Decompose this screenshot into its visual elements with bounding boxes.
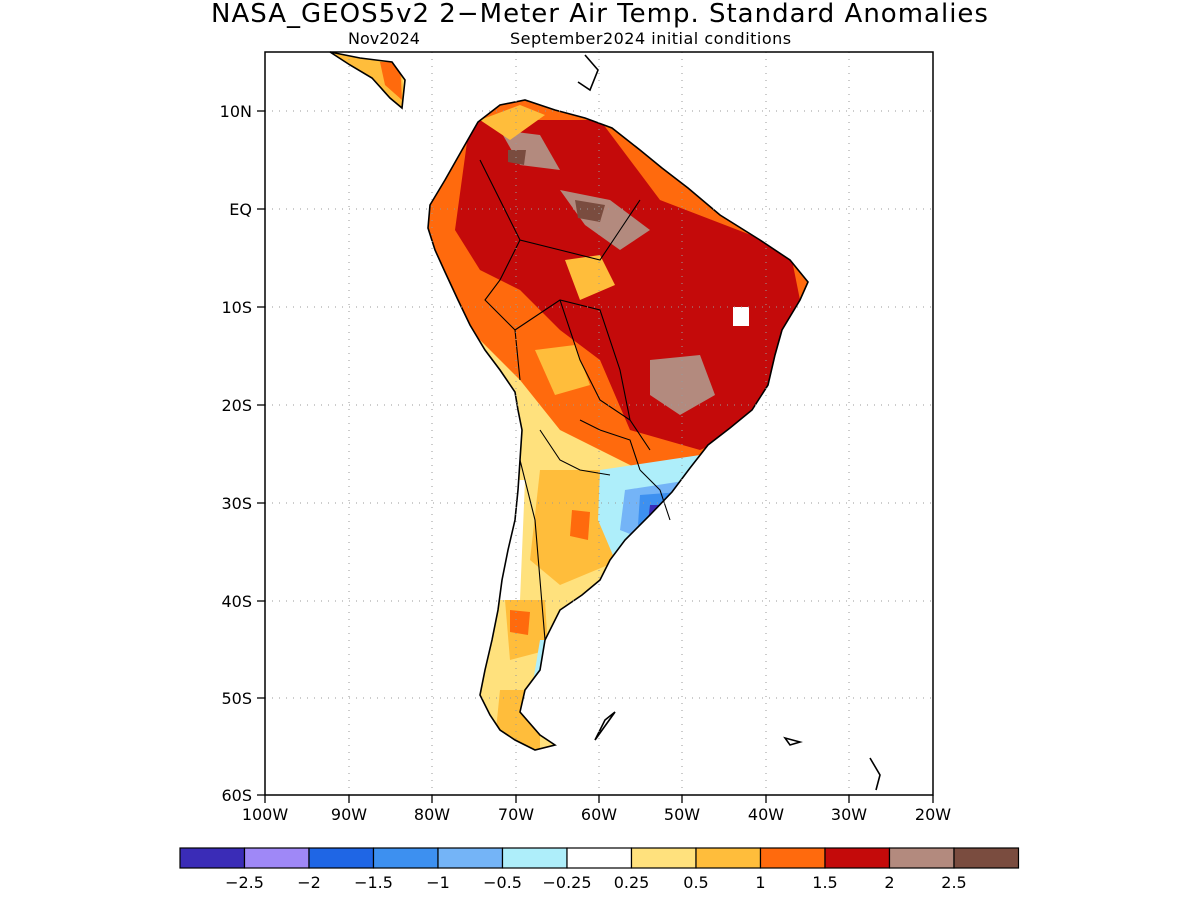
colorbar-label: −1.5 [354, 873, 393, 892]
colorbar-swatch [179, 847, 246, 869]
colorbar-label: −2 [297, 873, 321, 892]
colorbar-swatch [501, 847, 568, 869]
lat-label: 10S [221, 298, 252, 317]
colorbar-label: −1 [426, 873, 450, 892]
colorbar-swatch [759, 847, 826, 869]
lon-label: 40W [748, 805, 784, 824]
colorbar-label: −0.25 [542, 873, 591, 892]
colorbar-swatch [695, 847, 762, 869]
forecast-month: Nov2024 [348, 29, 420, 48]
colorbar-label: 0.5 [683, 873, 708, 892]
coastlines [329, 51, 881, 791]
colorbar-label: 1.5 [812, 873, 837, 892]
colorbar-swatch [630, 847, 697, 869]
lon-label: 90W [331, 805, 367, 824]
lat-label: 50S [221, 689, 252, 708]
axis-ticks [257, 110, 934, 803]
lat-label: 30S [221, 494, 252, 513]
colorbar-label: 2 [884, 873, 894, 892]
lon-label: 50W [664, 805, 700, 824]
lat-label: EQ [229, 200, 252, 219]
colorbar-swatch [824, 847, 891, 869]
colorbar-label: −0.5 [483, 873, 522, 892]
map-title: NASA_GEOS5v2 2−Meter Air Temp. Standard … [211, 0, 989, 29]
lon-label: 20W [915, 805, 951, 824]
colorbar-labels: −2.5 −2 −1.5 −1 −0.5 −0.25 0.25 0.5 1 1.5 2 2.5 [225, 873, 967, 892]
map-grid [265, 52, 933, 795]
lon-label: 80W [414, 805, 450, 824]
colorbar-swatch [243, 847, 310, 869]
lon-labels: 100W 90W 80W 70W 60W 50W 40W 30W 20W [242, 805, 951, 824]
colorbar-label: −2.5 [225, 873, 264, 892]
colorbar-swatch [372, 847, 439, 869]
colorbar-label: 0.25 [614, 873, 650, 892]
lat-label: 10N [220, 102, 252, 121]
colorbar-swatch [888, 847, 955, 869]
lon-label: 70W [498, 805, 534, 824]
lon-label: 100W [242, 805, 289, 824]
lat-label: 40S [221, 592, 252, 611]
colorbar-swatch [566, 847, 633, 869]
colorbar-swatch [437, 847, 504, 869]
lat-label: 60S [221, 786, 252, 805]
lat-label: 20S [221, 396, 252, 415]
colorbar-swatch [953, 847, 1020, 869]
colorbar [179, 847, 1020, 869]
colorbar-label: 2.5 [941, 873, 966, 892]
colorbar-label: 1 [755, 873, 765, 892]
lat-labels: 10N EQ 10S 20S 30S 40S 50S 60S [220, 102, 252, 805]
colorbar-swatch [308, 847, 375, 869]
lon-label: 30W [831, 805, 867, 824]
lon-label: 60W [581, 805, 617, 824]
initial-conditions: September2024 initial conditions [510, 29, 792, 48]
country-borders [479, 159, 671, 641]
